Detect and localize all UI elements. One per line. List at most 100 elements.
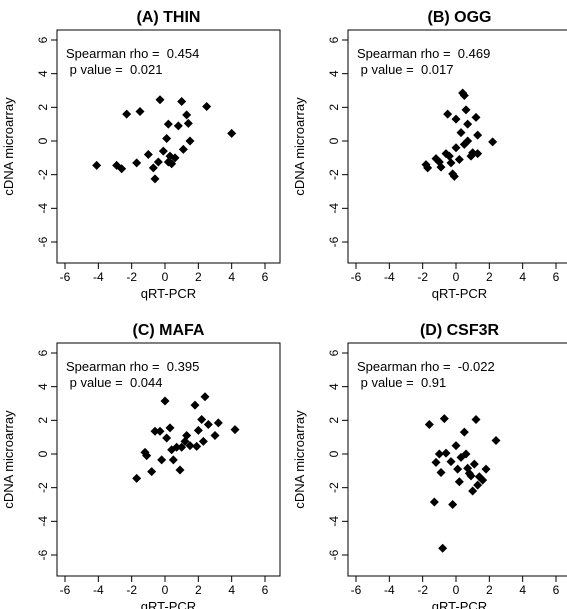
y-tick-label: -6 bbox=[36, 236, 50, 247]
x-tick-label: 6 bbox=[553, 270, 560, 284]
y-tick-label: -6 bbox=[36, 549, 50, 560]
annotation-rho: Spearman rho = 0.395 bbox=[66, 359, 199, 374]
panel-title: (B) OGG bbox=[428, 9, 492, 26]
panel-b-ogg: (B) OGG cDNA microarray qRT-PCR Spearman… bbox=[292, 9, 567, 301]
data-point bbox=[150, 426, 160, 436]
x-tick-label: 6 bbox=[262, 583, 269, 597]
data-point bbox=[473, 130, 483, 140]
data-point bbox=[147, 467, 157, 477]
x-tick-label: -4 bbox=[93, 583, 104, 597]
x-tick-label: 4 bbox=[228, 583, 235, 597]
y-tick-label: 4 bbox=[327, 383, 341, 390]
data-point bbox=[459, 91, 469, 101]
data-point bbox=[453, 464, 463, 474]
data-point bbox=[177, 442, 187, 452]
data-point bbox=[454, 155, 464, 165]
data-point bbox=[158, 146, 168, 156]
y-tick-label: 4 bbox=[327, 70, 341, 77]
x-tick-label: 2 bbox=[195, 270, 202, 284]
x-tick-label: -4 bbox=[93, 270, 104, 284]
data-point bbox=[132, 158, 142, 168]
data-point bbox=[461, 449, 471, 459]
y-tick-label: -2 bbox=[36, 482, 50, 493]
y-tick-label: -6 bbox=[327, 549, 341, 560]
x-tick-label: 2 bbox=[486, 270, 493, 284]
data-point bbox=[143, 149, 153, 159]
data-point bbox=[451, 441, 461, 451]
data-point bbox=[135, 107, 145, 117]
data-point bbox=[441, 448, 451, 458]
y-tick-label: 6 bbox=[327, 36, 341, 43]
data-point bbox=[168, 455, 178, 465]
data-point bbox=[478, 475, 488, 485]
data-point bbox=[471, 112, 481, 122]
panel-title: (A) THIN bbox=[137, 9, 201, 26]
data-point bbox=[185, 441, 195, 451]
data-point bbox=[468, 486, 478, 496]
annotation-p-value: p value = 0.044 bbox=[66, 375, 163, 390]
x-axis-label: qRT-PCR bbox=[432, 599, 487, 609]
data-point bbox=[203, 420, 213, 430]
x-tick-label: -6 bbox=[351, 270, 362, 284]
x-tick-label: 4 bbox=[519, 270, 526, 284]
x-tick-label: 2 bbox=[486, 583, 493, 597]
y-tick-label: 6 bbox=[36, 349, 50, 356]
y-tick-label: 4 bbox=[36, 383, 50, 390]
data-point bbox=[429, 497, 439, 507]
y-tick-label: 0 bbox=[36, 137, 50, 144]
panel-c-mafa: (C) MAFA cDNA microarray qRT-PCR Spearma… bbox=[1, 322, 281, 609]
annotation-p-value: p value = 0.021 bbox=[66, 62, 163, 77]
panel-title: (C) MAFA bbox=[133, 322, 205, 339]
data-point bbox=[227, 128, 237, 138]
y-tick-label: -2 bbox=[327, 482, 341, 493]
annotation-rho: Spearman rho = 0.469 bbox=[357, 46, 490, 61]
x-axis-label: qRT-PCR bbox=[141, 286, 196, 301]
data-point bbox=[443, 109, 453, 119]
plot-frame bbox=[56, 29, 281, 264]
x-tick-label: -4 bbox=[384, 270, 395, 284]
data-point bbox=[173, 121, 183, 131]
data-point bbox=[436, 162, 446, 172]
x-tick-label: 0 bbox=[162, 583, 169, 597]
x-tick-label: 4 bbox=[519, 583, 526, 597]
data-point bbox=[466, 471, 476, 481]
y-tick-label: -4 bbox=[36, 203, 50, 214]
x-tick-label: 6 bbox=[262, 270, 269, 284]
y-axis-label: cDNA microarray bbox=[292, 97, 307, 196]
data-point bbox=[471, 414, 481, 424]
data-point bbox=[182, 430, 192, 440]
panel-a-thin: (A) THIN cDNA microarray qRT-PCR Spearma… bbox=[1, 9, 281, 301]
x-tick-label: -6 bbox=[60, 583, 71, 597]
data-point bbox=[117, 164, 127, 174]
data-point bbox=[150, 174, 160, 184]
plot-frame bbox=[347, 342, 567, 577]
y-axis-label: cDNA microarray bbox=[292, 410, 307, 509]
data-point bbox=[468, 148, 478, 158]
data-point bbox=[178, 144, 188, 154]
x-axis-label: qRT-PCR bbox=[141, 599, 196, 609]
y-tick-label: -4 bbox=[327, 203, 341, 214]
y-tick-label: 2 bbox=[36, 417, 50, 424]
x-tick-label: 0 bbox=[453, 583, 460, 597]
y-tick-label: -2 bbox=[36, 169, 50, 180]
y-tick-label: 2 bbox=[327, 417, 341, 424]
y-axis-label: cDNA microarray bbox=[1, 97, 16, 196]
data-point bbox=[448, 500, 458, 509]
data-point bbox=[190, 400, 200, 410]
data-point bbox=[170, 153, 180, 163]
y-tick-label: -4 bbox=[327, 516, 341, 527]
x-tick-label: 4 bbox=[228, 270, 235, 284]
x-tick-label: -4 bbox=[384, 583, 395, 597]
data-point bbox=[172, 442, 182, 452]
data-point bbox=[230, 425, 240, 435]
x-tick-label: 6 bbox=[553, 583, 560, 597]
data-point bbox=[469, 459, 479, 469]
x-tick-label: -6 bbox=[351, 583, 362, 597]
plot-frame bbox=[56, 342, 281, 577]
data-point bbox=[122, 109, 132, 119]
annotation-p-value: p value = 0.91 bbox=[357, 375, 446, 390]
y-tick-label: 6 bbox=[327, 349, 341, 356]
data-point bbox=[451, 143, 461, 153]
data-point bbox=[463, 119, 473, 129]
